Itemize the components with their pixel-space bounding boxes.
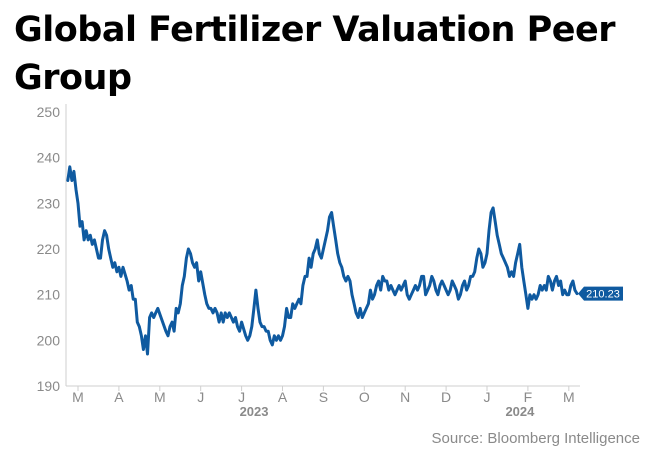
y-tick-label: 200 [37,332,61,348]
x-tick-label: M [154,389,166,405]
x-tick-label: F [524,389,533,405]
source-note: Source: Bloomberg Intelligence [431,430,640,447]
series-layer [66,165,579,356]
x-tick-label: D [441,389,451,405]
y-tick-label: 250 [37,104,61,120]
x-tick-label: S [319,389,328,405]
x-year-label: 2024 [505,404,535,419]
y-tick-label: 240 [37,150,61,166]
y-tick-label: 190 [37,378,61,394]
y-tick-label: 210 [37,287,61,303]
x-tick-label: J [238,389,245,405]
x-tick-label: O [359,389,370,405]
chart-title: Global Fertilizer Valuation Peer Group [14,10,615,98]
x-axis: M A M J J A S O N D J F M 2023 2024 [66,385,580,419]
x-tick-label: J [197,389,204,405]
x-tick-label: A [114,389,124,405]
series-line [66,165,579,356]
x-year-label: 2023 [240,404,269,419]
last-value-tag [578,286,623,301]
x-tick-label: N [400,389,410,405]
y-tick-label: 230 [37,195,61,211]
x-tick-label: A [278,389,288,405]
y-tick-label: 220 [37,241,61,257]
last-value-text: 210.23 [586,289,620,301]
x-tick-label: M [563,389,575,405]
last-value-label: 210.23 [578,286,623,301]
x-tick-label: J [484,389,491,405]
x-tick-label: M [72,389,84,405]
y-axis: 190 200 210 220 230 240 250 [37,104,67,394]
